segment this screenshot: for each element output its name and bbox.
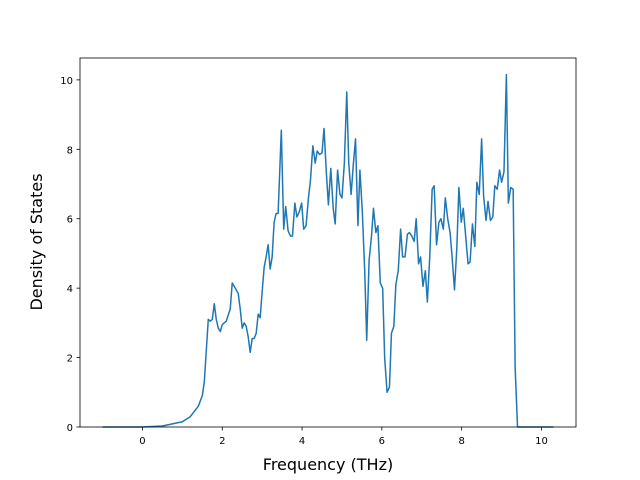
x-axis-label: Frequency (THz) (263, 455, 393, 474)
x-tick-label: 0 (139, 436, 145, 447)
y-axis-label: Density of States (27, 173, 46, 310)
y-tick-label: 2 (67, 354, 73, 365)
x-tick-label: 6 (379, 436, 385, 447)
x-tick-label: 8 (458, 436, 464, 447)
data-line (102, 73, 554, 428)
plot-frame (79, 57, 577, 428)
y-tick-label: 8 (67, 145, 73, 156)
y-tick-label: 10 (60, 76, 73, 87)
x-tick-label: 10 (535, 436, 548, 447)
x-tick-label: 4 (299, 436, 305, 447)
x-tick-label: 2 (219, 436, 225, 447)
y-tick-label: 4 (67, 284, 73, 295)
y-tick-label: 0 (67, 423, 73, 434)
y-tick-label: 6 (67, 215, 73, 226)
